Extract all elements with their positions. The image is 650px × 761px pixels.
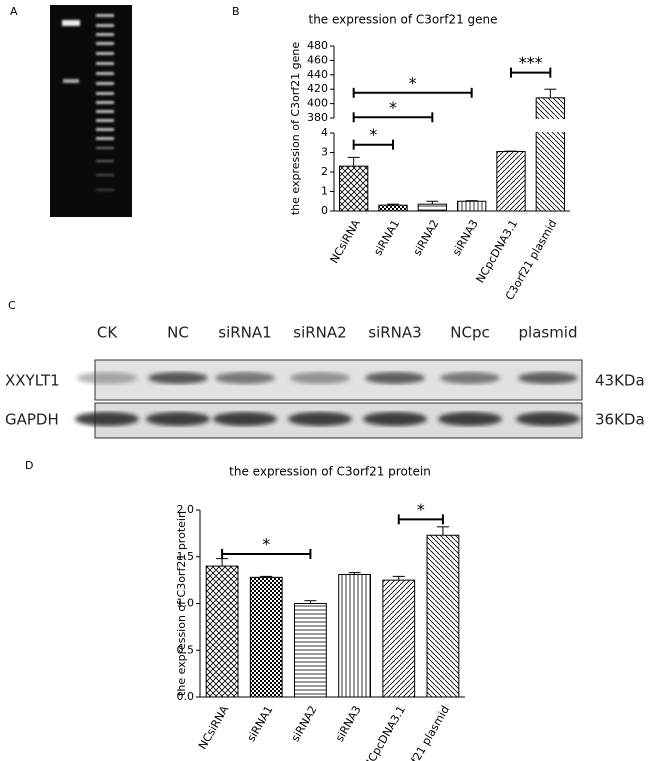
y-tick-label: 4 bbox=[321, 126, 328, 139]
size-label: 36KDa bbox=[595, 411, 645, 429]
blot-band bbox=[518, 372, 578, 384]
lane-label: NC bbox=[167, 324, 189, 342]
x-tick-label: siRNA3 bbox=[333, 704, 364, 744]
row-label: XXYLT1 bbox=[5, 372, 60, 390]
blot-band bbox=[146, 412, 210, 426]
blot-band bbox=[215, 372, 275, 384]
x-tick-label: siRNA3 bbox=[450, 217, 481, 257]
bar bbox=[338, 574, 371, 698]
bar bbox=[382, 579, 416, 698]
blot-band bbox=[516, 412, 580, 426]
x-tick-label: NCpcDNA3.1 bbox=[361, 704, 408, 761]
y-tick-label: 0.5 bbox=[177, 643, 195, 656]
significance-label: * bbox=[262, 534, 270, 553]
blot-band bbox=[148, 372, 208, 384]
bar bbox=[249, 576, 283, 698]
x-tick-label: siRNA2 bbox=[411, 218, 442, 258]
row-label: GAPDH bbox=[5, 411, 59, 429]
significance-label: * bbox=[389, 98, 397, 117]
lane-label: CK bbox=[97, 324, 118, 342]
panel-label: A bbox=[10, 5, 18, 18]
x-tick-label: siRNA1 bbox=[245, 704, 276, 744]
blot-band bbox=[288, 412, 352, 426]
significance-label: * bbox=[369, 125, 377, 144]
y-tick-label: 2 bbox=[321, 165, 328, 178]
y-tick-label: 1 bbox=[321, 185, 328, 198]
chart-title: the expression of C3orf21 gene bbox=[308, 13, 497, 27]
bar bbox=[426, 534, 460, 698]
y-tick-label: 440 bbox=[307, 68, 328, 81]
y-axis-label: the expression of C3orf21 gene bbox=[289, 42, 302, 215]
panel-label: C bbox=[8, 299, 16, 312]
y-axis-label: the expression of C3orf21 protein bbox=[175, 511, 188, 696]
lane-label: plasmid bbox=[519, 324, 578, 342]
y-tick-label: 420 bbox=[307, 82, 328, 95]
y-tick-label: 460 bbox=[307, 53, 328, 66]
x-tick-label: NCsiRNA bbox=[328, 217, 364, 266]
bar bbox=[417, 203, 447, 212]
bar bbox=[496, 151, 526, 212]
x-tick-label: siRNA1 bbox=[371, 218, 402, 258]
bar bbox=[457, 200, 487, 212]
bar bbox=[294, 603, 327, 698]
blot-band bbox=[77, 372, 137, 384]
significance-label: * bbox=[409, 73, 417, 92]
y-tick-label: 1.5 bbox=[177, 550, 195, 563]
lane-label: siRNA3 bbox=[368, 324, 421, 342]
y-tick-label: 0.0 bbox=[177, 690, 195, 703]
significance-label: * bbox=[417, 500, 425, 519]
bar bbox=[339, 165, 369, 212]
blot-band bbox=[290, 372, 350, 384]
lane-label: siRNA1 bbox=[218, 324, 271, 342]
x-tick-label: NCpcDNA3.1 bbox=[474, 218, 521, 286]
blot-band bbox=[213, 412, 277, 426]
x-tick-label: NCsiRNA bbox=[196, 703, 232, 752]
y-tick-label: 0 bbox=[321, 204, 328, 217]
gel-image bbox=[50, 5, 132, 217]
blot-band bbox=[363, 412, 427, 426]
blot-band bbox=[365, 372, 425, 384]
lane-label: NCpc bbox=[450, 324, 489, 342]
panel-label: B bbox=[232, 5, 240, 18]
y-tick-label: 1.0 bbox=[177, 597, 195, 610]
y-tick-label: 480 bbox=[307, 39, 328, 52]
lane-label: siRNA2 bbox=[293, 324, 346, 342]
bar bbox=[535, 97, 565, 212]
bar bbox=[378, 204, 408, 212]
panel-label: D bbox=[25, 459, 33, 472]
y-tick-label: 2.0 bbox=[177, 503, 195, 516]
y-tick-label: 400 bbox=[307, 97, 328, 110]
blot-band bbox=[75, 412, 139, 426]
western-blot bbox=[75, 359, 583, 439]
bar bbox=[205, 565, 239, 698]
y-tick-label: 3 bbox=[321, 146, 328, 159]
y-tick-label: 380 bbox=[307, 111, 328, 124]
x-tick-label: siRNA2 bbox=[289, 704, 320, 744]
significance-label: *** bbox=[519, 53, 543, 72]
blot-band bbox=[438, 412, 502, 426]
chart-title: the expression of C3orf21 protein bbox=[229, 465, 431, 479]
size-label: 43KDa bbox=[595, 372, 645, 390]
blot-band bbox=[440, 372, 500, 384]
bar-break bbox=[535, 119, 566, 132]
